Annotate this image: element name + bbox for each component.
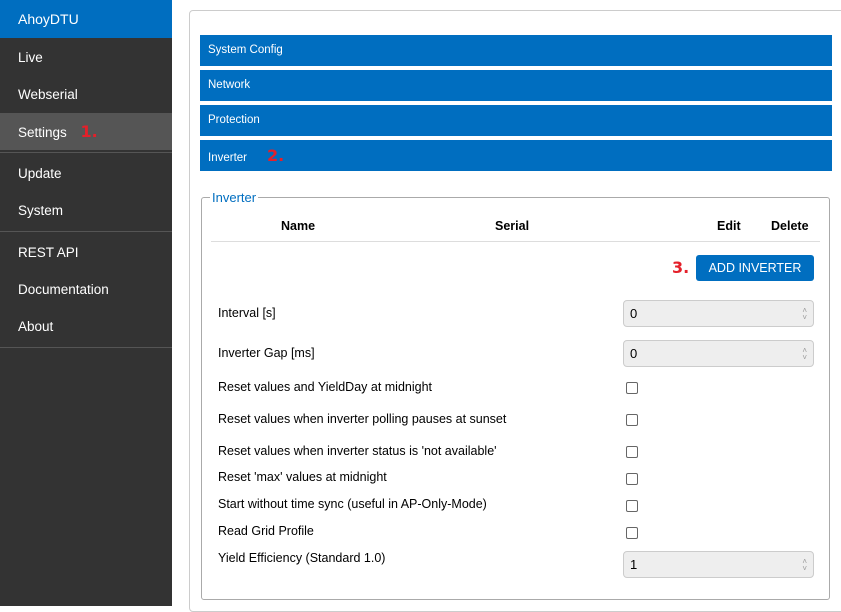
divider — [0, 152, 172, 153]
reset-not-available-checkbox[interactable] — [626, 446, 638, 458]
section-label: Inverter — [208, 152, 247, 164]
sidebar: AhoyDTU Live Webserial Settings 1. Updat… — [0, 0, 172, 606]
interval-input[interactable]: 0 ˄ ˅ — [623, 300, 814, 327]
divider — [0, 231, 172, 232]
section-network[interactable]: Network — [200, 70, 832, 101]
spinner-icon[interactable]: ˄ ˅ — [802, 557, 807, 573]
fieldset-legend: Inverter — [212, 190, 257, 205]
sidebar-item-live[interactable]: Live — [18, 50, 43, 65]
reset-midnight-label: Reset values and YieldDay at midnight — [218, 380, 433, 394]
column-name: Name — [281, 219, 316, 233]
input-value: 1 — [630, 557, 638, 572]
step-marker: 2. — [267, 146, 285, 165]
no-time-sync-checkbox[interactable] — [626, 500, 638, 512]
reset-midnight-checkbox[interactable] — [626, 382, 638, 394]
no-time-sync-label: Start without time sync (useful in AP-On… — [218, 497, 487, 511]
input-value: 0 — [630, 306, 638, 321]
column-edit: Edit — [717, 219, 741, 233]
yield-efficiency-label: Yield Efficiency (Standard 1.0) — [218, 551, 386, 565]
yield-efficiency-input[interactable]: 1 ˄ ˅ — [623, 551, 814, 578]
section-protection[interactable]: Protection — [200, 105, 832, 136]
add-inverter-button[interactable]: ADD INVERTER — [696, 255, 814, 281]
sidebar-item-webserial[interactable]: Webserial — [18, 87, 78, 102]
reset-not-available-label: Reset values when inverter status is 'no… — [218, 444, 497, 458]
sidebar-item-system[interactable]: System — [18, 203, 64, 218]
step-marker: 3. — [672, 258, 690, 277]
sidebar-item-rest-api[interactable]: REST API — [18, 245, 79, 260]
inverter-fieldset: Inverter — [201, 190, 830, 600]
read-grid-profile-label: Read Grid Profile — [218, 524, 314, 538]
reset-max-label: Reset 'max' values at midnight — [218, 470, 387, 484]
brand-link[interactable]: AhoyDTU — [0, 0, 172, 38]
sidebar-item-update[interactable]: Update — [18, 166, 62, 181]
interval-label: Interval [s] — [218, 306, 276, 320]
reset-sunset-checkbox[interactable] — [626, 414, 638, 426]
read-grid-profile-checkbox[interactable] — [626, 527, 638, 539]
sidebar-item-about[interactable]: About — [18, 319, 54, 334]
divider — [211, 241, 820, 242]
sidebar-item-label: Settings — [18, 125, 67, 140]
section-inverter[interactable]: Inverter 2. — [200, 140, 832, 171]
sidebar-item-settings[interactable]: Settings 1. — [0, 113, 172, 150]
step-marker: 1. — [80, 122, 98, 141]
inverter-gap-input[interactable]: 0 ˄ ˅ — [623, 340, 814, 367]
column-delete: Delete — [771, 219, 809, 233]
column-serial: Serial — [495, 219, 530, 233]
spinner-icon[interactable]: ˄ ˅ — [802, 346, 807, 362]
divider — [0, 347, 172, 348]
sidebar-item-documentation[interactable]: Documentation — [18, 282, 109, 297]
spinner-icon[interactable]: ˄ ˅ — [802, 306, 807, 322]
input-value: 0 — [630, 346, 638, 361]
section-system-config[interactable]: System Config — [200, 35, 832, 66]
inverter-gap-label: Inverter Gap [ms] — [218, 346, 315, 360]
reset-max-checkbox[interactable] — [626, 473, 638, 485]
reset-sunset-label: Reset values when inverter polling pause… — [218, 412, 507, 426]
